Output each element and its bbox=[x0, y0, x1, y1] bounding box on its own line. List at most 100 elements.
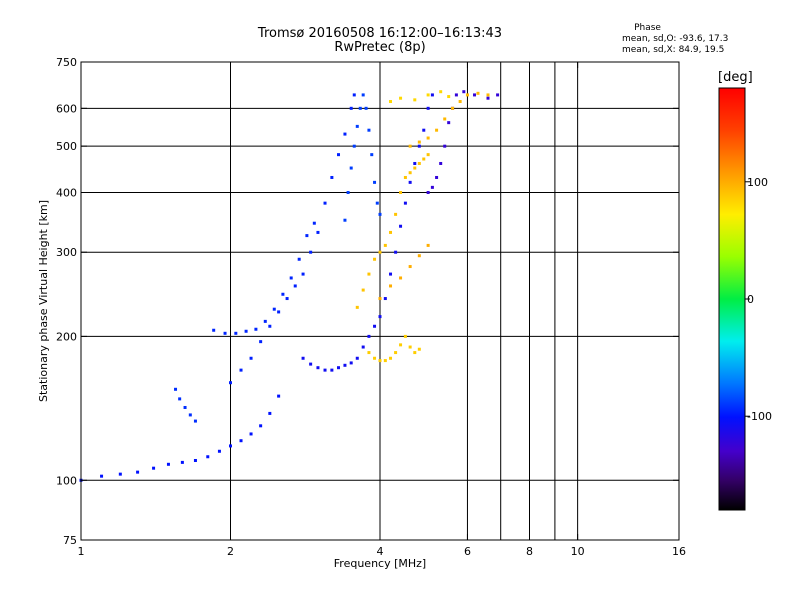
x-axis-title: Frequency [MHz] bbox=[334, 557, 426, 570]
o-mode-echo-point bbox=[180, 460, 184, 464]
o-mode-echo-point bbox=[118, 472, 122, 476]
x-mode-echo-point bbox=[417, 347, 421, 351]
x-tick-label: 16 bbox=[672, 545, 686, 558]
o-mode-echo-point bbox=[378, 315, 382, 319]
y-tick-label: 100 bbox=[56, 474, 77, 487]
x-mode-echo-point bbox=[399, 276, 403, 280]
o-mode-echo-point bbox=[383, 297, 387, 301]
x-mode-echo-point bbox=[361, 288, 365, 292]
o-mode-echo-point bbox=[244, 329, 248, 333]
y-tick-label: 750 bbox=[56, 56, 77, 69]
x-mode-echo-point bbox=[383, 243, 387, 247]
o-mode-echo-point bbox=[399, 224, 403, 228]
o-mode-echo-point bbox=[188, 413, 192, 417]
x-mode-echo-point bbox=[403, 334, 407, 338]
x-mode-echo-point bbox=[417, 140, 421, 144]
y-tick-label: 400 bbox=[56, 186, 77, 199]
x-mode-echo-point bbox=[413, 98, 417, 102]
x-mode-echo-point bbox=[389, 284, 393, 288]
o-mode-echo-point bbox=[193, 419, 197, 423]
o-mode-echo-point bbox=[403, 201, 407, 205]
o-mode-echo-point bbox=[355, 124, 359, 128]
x-mode-echo-point bbox=[389, 100, 393, 104]
x-mode-echo-point bbox=[373, 356, 377, 360]
x-mode-echo-point bbox=[439, 90, 443, 94]
o-mode-echo-point bbox=[343, 363, 347, 367]
o-mode-echo-point bbox=[337, 366, 341, 370]
o-mode-echo-point bbox=[430, 185, 434, 189]
x-mode-echo-point bbox=[403, 175, 407, 179]
o-mode-echo-point bbox=[408, 180, 412, 184]
o-mode-echo-point bbox=[373, 324, 377, 328]
o-mode-echo-point bbox=[323, 368, 327, 372]
o-mode-echo-point bbox=[293, 284, 297, 288]
o-mode-echo-point bbox=[166, 462, 170, 466]
x-mode-echo-point bbox=[417, 254, 421, 258]
o-mode-echo-point bbox=[249, 432, 253, 436]
x-mode-echo-point bbox=[378, 250, 382, 254]
o-mode-echo-point bbox=[100, 474, 104, 478]
o-mode-echo-point bbox=[316, 230, 320, 234]
o-mode-echo-point bbox=[361, 93, 365, 97]
o-mode-echo-point bbox=[234, 331, 238, 335]
o-mode-echo-point bbox=[426, 106, 430, 110]
o-mode-echo-point bbox=[229, 444, 232, 448]
o-mode-echo-point bbox=[389, 272, 393, 276]
o-mode-echo-point bbox=[337, 153, 341, 157]
colorbar-tick-label: 0 bbox=[747, 293, 754, 306]
x-mode-echo-point bbox=[426, 243, 430, 247]
o-mode-echo-point bbox=[343, 132, 347, 136]
phase-stats-heading: Phase bbox=[634, 23, 661, 33]
x-mode-echo-point bbox=[443, 117, 447, 121]
o-mode-echo-point bbox=[174, 387, 178, 391]
o-mode-echo-point bbox=[454, 93, 458, 97]
o-mode-echo-point bbox=[375, 201, 379, 205]
o-mode-echo-point bbox=[254, 327, 258, 331]
x-mode-echo-point bbox=[476, 91, 480, 95]
o-mode-echo-point bbox=[352, 144, 356, 148]
x-mode-echo-point bbox=[486, 93, 490, 97]
y-tick-label: 75 bbox=[63, 534, 77, 547]
x-mode-echo-point bbox=[399, 190, 403, 194]
o-mode-echo-point bbox=[473, 93, 477, 97]
o-mode-echo-point bbox=[206, 455, 210, 459]
x-mode-echo-point bbox=[373, 257, 377, 261]
x-mode-echo-point bbox=[378, 359, 382, 363]
o-mode-echo-point bbox=[285, 297, 289, 301]
colorbar-ticks: 100 0 -100 bbox=[745, 176, 772, 423]
colorbar-tick-label: -100 bbox=[747, 410, 772, 423]
grid-lines bbox=[81, 62, 679, 540]
o-mode-echo-point bbox=[394, 250, 398, 254]
x-mode-echo-point bbox=[465, 93, 469, 97]
o-mode-echo-point bbox=[367, 334, 371, 338]
o-mode-echo-point bbox=[289, 276, 293, 280]
o-mode-echo-point bbox=[217, 449, 221, 453]
x-mode-echo-point bbox=[413, 351, 417, 355]
x-mode-echo-point bbox=[389, 356, 393, 360]
x-tick-label: 1 bbox=[78, 545, 85, 558]
o-mode-echo-point bbox=[343, 218, 347, 222]
x-mode-echo-point bbox=[408, 144, 412, 148]
colorbar-unit-label: [deg] bbox=[718, 70, 753, 85]
x-mode-echo-point bbox=[426, 93, 430, 97]
o-mode-echo-point bbox=[229, 381, 232, 385]
o-mode-echo-point bbox=[305, 234, 309, 238]
o-mode-echo-point bbox=[435, 175, 439, 179]
o-mode-echo-point bbox=[349, 106, 353, 110]
o-mode-echo-point bbox=[183, 405, 187, 409]
o-mode-echo-point bbox=[496, 93, 500, 97]
o-mode-echo-point bbox=[277, 394, 281, 398]
x-mode-echo-point bbox=[413, 166, 417, 170]
o-mode-echo-point bbox=[378, 212, 382, 216]
o-mode-echo-point bbox=[268, 411, 272, 415]
o-mode-echo-point bbox=[355, 356, 359, 360]
x-tick-label: 8 bbox=[526, 545, 533, 558]
o-mode-echo-point bbox=[249, 356, 253, 360]
o-mode-echo-point bbox=[259, 340, 263, 344]
x-tick-label: 6 bbox=[464, 545, 471, 558]
x-mode-echo-point bbox=[408, 171, 412, 175]
o-mode-echo-point bbox=[352, 93, 356, 97]
y-tick-label: 600 bbox=[56, 102, 77, 115]
x-mode-echo-point bbox=[389, 230, 393, 234]
colorbar-tick-label: 100 bbox=[747, 176, 768, 189]
